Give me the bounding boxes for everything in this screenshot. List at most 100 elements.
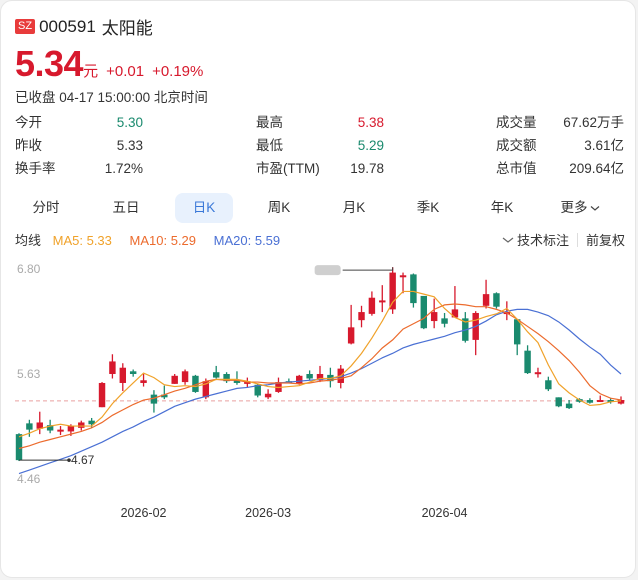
- candle-body: [36, 422, 43, 429]
- tab-label: 季K: [416, 200, 440, 215]
- candle-body: [26, 423, 33, 430]
- stat-value: 67.62万手: [563, 115, 624, 130]
- x-tick: 2026-02: [121, 506, 167, 520]
- ma10-value: MA10: 5.29: [129, 233, 197, 248]
- stat-item: 最低 5.29: [256, 135, 384, 157]
- candle-body: [129, 371, 137, 374]
- candle-body: [67, 426, 75, 432]
- stat-value: 5.33: [116, 138, 143, 153]
- current-price: 5.34: [15, 43, 84, 84]
- candle-body: [78, 422, 85, 428]
- stat-item: 换手率 1.72%: [15, 158, 143, 180]
- stat-label: 昨收: [15, 138, 42, 153]
- candle-body: [524, 350, 531, 374]
- market-badge: SZ: [15, 19, 36, 34]
- tab-1[interactable]: 五日: [97, 193, 155, 223]
- tab-4[interactable]: 月K: [325, 193, 383, 223]
- period-tabs: 分时 五日 日K 周K 月K 季K 年K 更多: [15, 193, 625, 223]
- candle-body: [555, 397, 562, 407]
- candle-body: [15, 434, 23, 461]
- chevron-down-icon: [502, 237, 514, 243]
- ma20-line: [18, 308, 622, 475]
- candle-body: [347, 327, 355, 344]
- stat-item: 昨收 5.33: [15, 135, 143, 157]
- ma10-line: [18, 303, 622, 450]
- stat-item: 总市值 209.64亿: [496, 158, 624, 180]
- candle-body: [171, 375, 178, 384]
- candle-body: [140, 380, 147, 383]
- candle-body: [586, 400, 594, 403]
- candle-body: [358, 312, 365, 321]
- stat-label: 成交额: [496, 138, 537, 153]
- price-change: +0.01: [106, 63, 145, 80]
- candle-body: [410, 274, 417, 304]
- tab-3[interactable]: 周K: [250, 193, 308, 223]
- kline-chart[interactable]: 6.80 5.63 4.46 4.67 2026-02 2026-03 2026-04: [1, 251, 637, 531]
- candle-body: [119, 367, 127, 383]
- stat-label: 市盈(TTM): [256, 161, 320, 176]
- stat-label: 换手率: [15, 161, 56, 176]
- candle-body: [493, 293, 500, 307]
- adjust-button[interactable]: 前复权: [585, 233, 625, 248]
- stat-value: 209.64亿: [569, 161, 624, 176]
- price-unit: 元: [83, 62, 99, 80]
- stat-label: 最高: [256, 115, 283, 130]
- tab-label: 更多: [560, 200, 588, 215]
- y-tick: 4.46: [17, 472, 41, 486]
- candle-body: [98, 382, 106, 408]
- stat-label: 成交量: [496, 115, 537, 130]
- x-tick: 2026-03: [245, 506, 291, 520]
- candle-body: [513, 319, 521, 345]
- stat-label: 今开: [15, 115, 42, 130]
- tab-label: 五日: [112, 200, 140, 215]
- candle-body: [399, 275, 407, 278]
- candle-body: [109, 361, 116, 374]
- stat-item: 成交额 3.61亿: [496, 135, 624, 157]
- stat-value: 3.61亿: [584, 138, 624, 153]
- tab-7[interactable]: 更多: [551, 193, 609, 223]
- price-change-pct: +0.19%: [152, 63, 204, 80]
- candle-body: [57, 429, 64, 432]
- tech-annotation-label: 技术标注: [516, 233, 569, 248]
- tech-annotation-toggle[interactable]: 技术标注: [502, 230, 569, 249]
- tab-label: 年K: [490, 200, 514, 215]
- candle-body: [597, 400, 604, 403]
- candle-body: [88, 420, 95, 425]
- max-annotation-blurred: [314, 265, 341, 276]
- candle-body: [181, 371, 189, 383]
- chevron-down-icon: [590, 206, 599, 211]
- candle-body: [617, 400, 625, 404]
- candle-body: [565, 403, 573, 409]
- kline-chart-canvas[interactable]: 6.80 5.63 4.46 4.67 2026-02 2026-03 2026-04: [1, 251, 637, 531]
- tab-label: 月K: [342, 200, 366, 215]
- max-annotation-line: [342, 267, 394, 271]
- candle-body: [430, 312, 438, 322]
- candle-body: [420, 295, 428, 329]
- candle-body: [316, 374, 324, 381]
- stat-value: 5.29: [357, 138, 384, 153]
- min-annotation: 4.67: [71, 453, 95, 467]
- tab-label: 周K: [267, 200, 291, 215]
- candle-body: [150, 394, 158, 404]
- candle-body: [223, 374, 230, 382]
- tab-6[interactable]: 年K: [473, 193, 531, 223]
- stat-value: 19.78: [350, 161, 384, 176]
- tab-2[interactable]: 日K: [175, 193, 233, 223]
- candle-body: [212, 372, 220, 378]
- candle-body: [607, 400, 614, 403]
- candle-body: [306, 374, 313, 379]
- tab-5[interactable]: 季K: [399, 193, 457, 223]
- tab-0[interactable]: 分时: [17, 193, 75, 223]
- candle-body: [161, 394, 168, 398]
- stock-code: 000591: [39, 16, 96, 36]
- tab-label: 日K: [192, 200, 216, 215]
- candle-body: [264, 393, 272, 398]
- candle-body: [441, 318, 448, 324]
- candle-body: [545, 380, 552, 390]
- candle-body: [46, 425, 54, 431]
- candle-body: [368, 297, 376, 314]
- ma-label: 均线: [15, 233, 42, 248]
- candle-body: [379, 300, 386, 303]
- divider: [576, 232, 578, 247]
- tab-label: 分时: [32, 200, 60, 215]
